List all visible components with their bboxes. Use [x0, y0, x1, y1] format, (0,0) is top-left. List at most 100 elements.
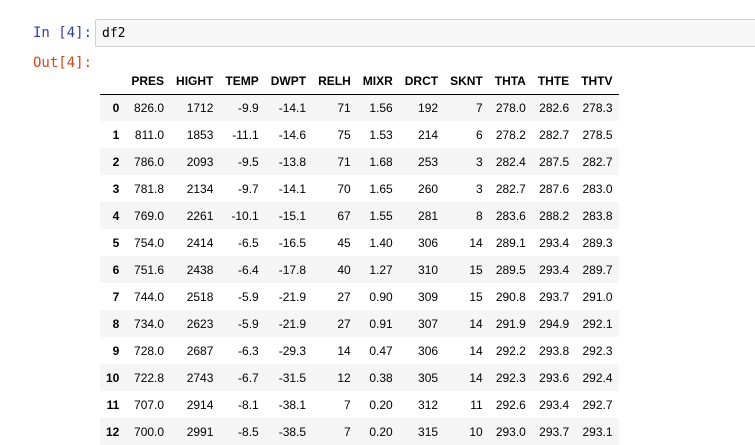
table-cell: -21.9	[278, 316, 307, 331]
table-cell: 2687	[186, 343, 214, 358]
table-cell: -9.5	[238, 154, 259, 169]
row-index: 10	[106, 370, 120, 385]
table-cell: 27	[337, 316, 351, 331]
table-cell: 27	[337, 289, 351, 304]
table-cell: -29.3	[278, 343, 307, 358]
table-cell: 192	[418, 100, 439, 115]
table-cell: -17.8	[278, 262, 307, 277]
column-header: RELH	[312, 68, 357, 95]
table-cell: 2991	[186, 424, 214, 439]
table-cell: 292.3	[582, 343, 613, 358]
table-cell: 14	[337, 343, 351, 358]
table-cell: 288.2	[539, 208, 570, 223]
code-input-cell[interactable]: df2	[95, 19, 755, 47]
column-header: PRES	[125, 68, 171, 95]
table-row: 8 734.0 2623 -5.9 -21.9 27 0.91 307 14 291.9 294.9…	[100, 310, 619, 337]
table-cell: 293.7	[539, 289, 570, 304]
table-cell: 282.7	[495, 181, 526, 196]
table-cell: 283.6	[495, 208, 526, 223]
table-body: 0 826.0 1712 -9.9 -14.1 71 1.56 192 7 278.0 282.6 2…	[100, 94, 619, 445]
column-header: THTV	[575, 68, 619, 95]
table-cell: 70	[337, 181, 351, 196]
table-cell: 291.9	[495, 316, 526, 331]
table-cell: 293.4	[539, 262, 570, 277]
table-cell: 707.0	[134, 397, 165, 412]
column-header: TEMP	[219, 68, 265, 95]
row-index: 1	[112, 127, 120, 142]
table-header: PRES HIGHT TEMP DWPT RELH MIXR DRCT SKNT THTA THT…	[100, 68, 619, 95]
table-cell: 293.4	[539, 397, 570, 412]
table-cell: 15	[469, 289, 483, 304]
table-cell: 2623	[186, 316, 214, 331]
table-cell: -8.5	[238, 424, 259, 439]
column-header: DWPT	[264, 68, 313, 95]
column-header: SKNT	[444, 68, 489, 95]
table-cell: 1712	[186, 100, 214, 115]
row-index: 8	[112, 316, 120, 331]
table-cell: 289.1	[495, 235, 526, 250]
table-cell: 8	[476, 208, 483, 223]
table-cell: 278.3	[582, 100, 613, 115]
table-cell: 312	[418, 397, 439, 412]
table-cell: 253	[418, 154, 439, 169]
table-cell: 1.40	[369, 235, 393, 250]
column-header: HIGHT	[170, 68, 220, 95]
table-cell: 769.0	[134, 208, 165, 223]
table-cell: 2093	[186, 154, 214, 169]
table-cell: -6.3	[238, 343, 259, 358]
table-cell: 14	[469, 370, 483, 385]
row-index: 0	[112, 100, 120, 115]
table-cell: 292.4	[582, 370, 613, 385]
table-cell: 1.55	[369, 208, 393, 223]
table-cell: 282.7	[582, 154, 613, 169]
table-cell: 292.1	[582, 316, 613, 331]
table-cell: 293.7	[539, 424, 570, 439]
table-cell: 287.6	[539, 181, 570, 196]
table-cell: 289.5	[495, 262, 526, 277]
table-cell: 2134	[186, 181, 214, 196]
table-cell: 0.90	[369, 289, 393, 304]
row-index: 6	[112, 262, 120, 277]
table-cell: -6.7	[238, 370, 259, 385]
table-cell: 7	[344, 397, 351, 412]
table-cell: 2438	[186, 262, 214, 277]
table-row: 6 751.6 2438 -6.4 -17.8 40 1.27 310 15 289.5 293.4…	[100, 256, 619, 283]
table-cell: 1853	[186, 127, 214, 142]
table-cell: 292.3	[495, 370, 526, 385]
table-cell: 0.47	[369, 343, 393, 358]
table-cell: 306	[418, 343, 439, 358]
table-cell: 309	[418, 289, 439, 304]
table-cell: 291.0	[582, 289, 613, 304]
row-index: 2	[112, 154, 120, 169]
table-cell: 292.2	[495, 343, 526, 358]
table-cell: 2743	[186, 370, 214, 385]
table-row: 0 826.0 1712 -9.9 -14.1 71 1.56 192 7 278.0 282.6 2…	[100, 94, 619, 121]
table-cell: 3	[476, 181, 483, 196]
table-cell: 1.27	[369, 262, 393, 277]
table-cell: -13.8	[278, 154, 307, 169]
table-cell: 14	[469, 343, 483, 358]
dataframe-table: PRES HIGHT TEMP DWPT RELH MIXR DRCT SKNT THTA THT…	[100, 68, 619, 445]
table-cell: -21.9	[278, 289, 307, 304]
table-cell: 2414	[186, 235, 214, 250]
row-index: 9	[112, 343, 120, 358]
table-cell: 290.8	[495, 289, 526, 304]
table-cell: 278.2	[495, 127, 526, 142]
table-cell: 1.53	[369, 127, 393, 142]
input-prompt: In [4]:	[33, 25, 93, 41]
table-cell: 1.65	[369, 181, 393, 196]
table-cell: 310	[418, 262, 439, 277]
table-cell: -6.5	[238, 235, 259, 250]
code-text[interactable]: df2	[102, 26, 126, 41]
table-cell: 283.0	[582, 181, 613, 196]
table-cell: 826.0	[134, 100, 165, 115]
table-row: 10 722.8 2743 -6.7 -31.5 12 0.38 305 14 292.3 293.…	[100, 364, 619, 391]
table-cell: 278.0	[495, 100, 526, 115]
table-cell: -5.9	[238, 316, 259, 331]
row-index: 3	[112, 181, 120, 196]
table-cell: 734.0	[134, 316, 165, 331]
table-cell: 786.0	[134, 154, 165, 169]
table-row: 11 707.0 2914 -8.1 -38.1 7 0.20 312 11 292.6 293.4…	[100, 391, 619, 418]
column-header: DRCT	[398, 68, 445, 95]
table-cell: -14.1	[278, 181, 307, 196]
